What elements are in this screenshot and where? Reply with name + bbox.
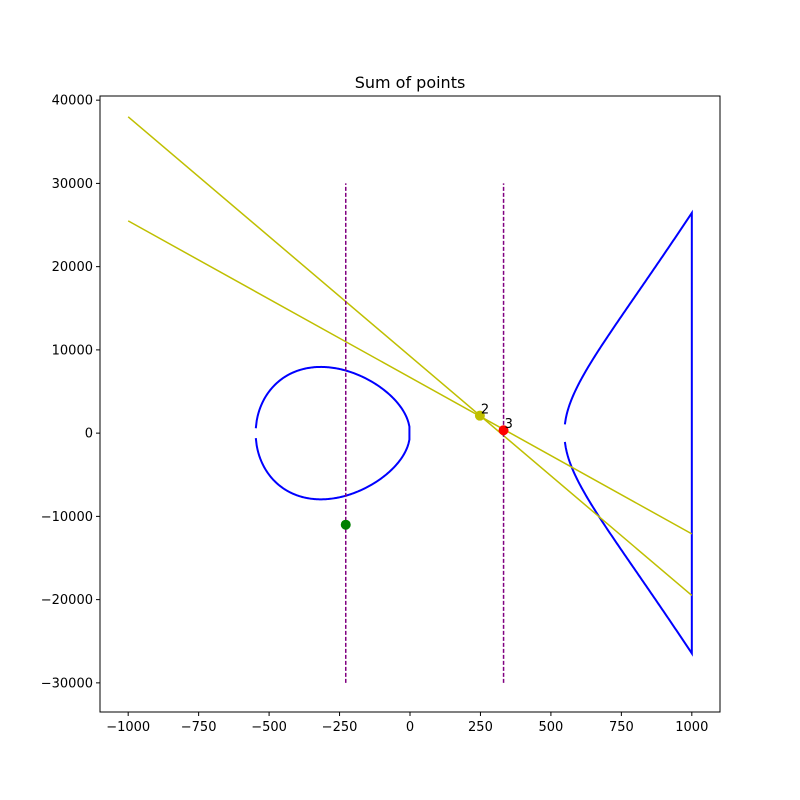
plot-area: 23 bbox=[127, 116, 693, 683]
y-tick-label: 30000 bbox=[52, 177, 93, 192]
x-tick-label: 250 bbox=[468, 720, 493, 735]
secant-line bbox=[127, 220, 693, 535]
x-tick-label: −750 bbox=[181, 720, 217, 735]
x-tick-label: −1000 bbox=[106, 720, 150, 735]
series-layer bbox=[127, 116, 693, 683]
elliptic-curve-component bbox=[254, 365, 411, 501]
y-axis: −30000 −20000 −10000 0 10000 20000 30000 40000 bbox=[41, 94, 100, 691]
y-tick-label: 20000 bbox=[52, 260, 93, 275]
curve-point bbox=[340, 519, 351, 530]
annotation-layer: 23 bbox=[481, 403, 513, 433]
x-tick-label: 750 bbox=[609, 720, 634, 735]
x-tick-label: 500 bbox=[538, 720, 563, 735]
elliptic-curve-component bbox=[563, 209, 693, 657]
curve-point bbox=[474, 410, 485, 421]
x-tick-label: 1000 bbox=[675, 720, 708, 735]
x-axis: −1000 −750 −500 −250 0 250 500 750 1000 bbox=[106, 712, 708, 735]
point-annotation: 3 bbox=[505, 417, 513, 432]
y-tick-label: 10000 bbox=[52, 343, 93, 358]
x-tick-label: −500 bbox=[251, 720, 287, 735]
secant-line bbox=[127, 116, 693, 597]
x-tick-label: 0 bbox=[406, 720, 414, 735]
y-tick-label: 0 bbox=[85, 427, 93, 442]
points-layer bbox=[340, 410, 509, 530]
chart-title: Sum of points bbox=[355, 73, 466, 92]
x-tick-label: −250 bbox=[322, 720, 358, 735]
curve-point bbox=[498, 425, 509, 436]
point-annotation: 2 bbox=[481, 403, 489, 418]
y-tick-label: −10000 bbox=[41, 510, 93, 525]
y-tick-label: 40000 bbox=[52, 94, 93, 109]
y-tick-label: −30000 bbox=[41, 676, 93, 691]
y-tick-label: −20000 bbox=[41, 593, 93, 608]
